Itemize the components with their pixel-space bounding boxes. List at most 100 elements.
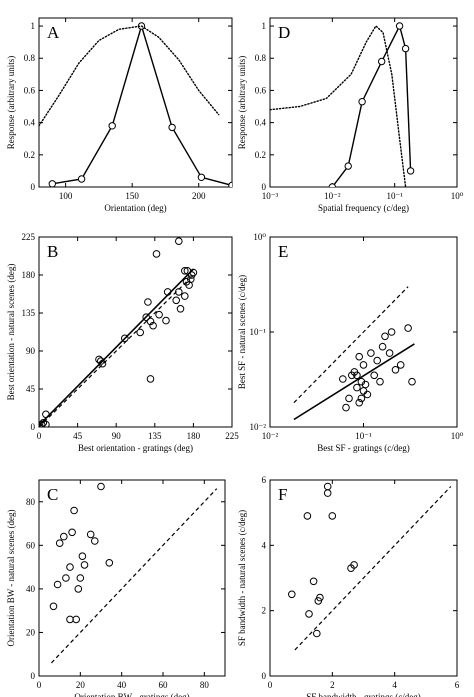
data-point xyxy=(228,181,232,187)
y-tick-label: 10⁻¹ xyxy=(250,327,267,337)
data-point xyxy=(378,57,386,66)
data-point xyxy=(121,334,129,343)
data-point xyxy=(309,577,318,586)
y-tick-label: 0 xyxy=(262,671,267,681)
y-tick-label: 0.4 xyxy=(255,118,267,128)
data-point xyxy=(323,482,332,491)
panel-letter: E xyxy=(278,242,288,261)
y-tick-label: 45 xyxy=(26,384,36,394)
data-point xyxy=(42,410,50,419)
data-point xyxy=(70,506,78,515)
y-tick-label: 60 xyxy=(26,540,36,550)
regression-line xyxy=(39,268,194,426)
panel-letter: C xyxy=(47,485,58,504)
dotted-curve xyxy=(270,24,407,187)
y-tick-label: 135 xyxy=(22,308,36,318)
y-tick-label: 0 xyxy=(31,671,36,681)
panel-b: 0 45 90 135 180 225 0 45 90 135 180 225 Best orienta… xyxy=(6,232,239,453)
y-tick-label: 0 xyxy=(31,182,36,192)
data-point xyxy=(328,512,337,520)
data-point xyxy=(342,403,350,412)
plot-area xyxy=(39,237,198,427)
data-point xyxy=(162,316,170,325)
y-axis-label: Response (arbitrary units) xyxy=(237,56,247,149)
x-tick-label: 10⁻¹ xyxy=(355,431,372,441)
data-point xyxy=(359,361,368,369)
panel-letter: D xyxy=(278,23,290,42)
data-point xyxy=(353,371,361,380)
x-tick-label: 2 xyxy=(330,680,335,690)
data-point xyxy=(72,615,80,624)
y-tick-label: 0.2 xyxy=(255,150,266,160)
x-tick-label: 80 xyxy=(200,680,210,690)
data-point xyxy=(189,268,198,277)
data-point xyxy=(168,123,176,132)
y-axis-label: SF bandwidth - natural scenes (c/deg) xyxy=(237,510,247,646)
y-tick-label: 0 xyxy=(31,422,36,432)
data-point xyxy=(74,585,83,593)
plot-area xyxy=(270,22,415,187)
y-tick-label: 180 xyxy=(22,270,36,280)
data-point xyxy=(345,394,353,403)
data-point xyxy=(381,332,389,341)
y-tick-label: 80 xyxy=(26,497,36,507)
data-point xyxy=(66,563,74,571)
data-point xyxy=(313,629,321,638)
plot-frame xyxy=(269,479,458,677)
y-tick-label: 20 xyxy=(26,627,36,637)
data-point xyxy=(395,22,404,30)
data-point xyxy=(181,267,189,275)
panel-letter: F xyxy=(278,485,287,504)
x-tick-label: 0 xyxy=(268,680,273,690)
data-point xyxy=(95,355,103,364)
data-point xyxy=(404,324,412,332)
data-point xyxy=(323,489,332,497)
x-tick-label: 45 xyxy=(73,431,83,441)
data-point xyxy=(355,398,364,407)
data-point xyxy=(149,321,157,330)
plot-area xyxy=(39,22,232,187)
data-point xyxy=(401,44,410,53)
x-tick-label: 10⁻² xyxy=(262,431,279,441)
data-point xyxy=(175,288,183,296)
data-point xyxy=(316,593,324,602)
x-tick-label: 0 xyxy=(37,680,42,690)
x-tick-label: 40 xyxy=(117,680,127,690)
x-tick-label: 0 xyxy=(37,431,42,441)
data-point xyxy=(76,574,85,582)
data-point xyxy=(152,250,161,258)
data-point xyxy=(391,366,400,374)
data-point xyxy=(62,574,70,582)
data-point xyxy=(197,173,206,182)
unity-line xyxy=(293,286,409,404)
data-point xyxy=(172,296,180,305)
y-tick-label: 225 xyxy=(22,232,36,242)
panel-e: 10⁻² 10⁻¹ 10⁰ 10⁻² 10⁻¹ 10⁰ Best SF - gratings… xyxy=(237,232,464,453)
y-tick-label: 0.6 xyxy=(255,85,267,95)
data-point xyxy=(176,305,185,313)
data-point xyxy=(66,615,74,624)
data-point xyxy=(396,361,405,369)
data-point xyxy=(181,292,189,300)
regression-line xyxy=(293,343,415,421)
data-point xyxy=(358,98,366,106)
x-tick-label: 10⁻² xyxy=(324,191,341,201)
x-tick-label: 4 xyxy=(392,680,397,690)
y-tick-label: 0.8 xyxy=(255,53,267,63)
data-point xyxy=(80,561,89,569)
panel-c: 0 20 40 60 80 0 20 40 60 80 Orientation BW - grati… xyxy=(6,479,226,697)
data-point xyxy=(78,552,87,561)
data-point xyxy=(353,383,361,392)
x-axis-label: Orientation (deg) xyxy=(104,203,166,213)
panel-letter: B xyxy=(47,242,58,261)
data-point xyxy=(406,167,415,175)
data-point xyxy=(339,375,347,383)
panel-f: 0 2 4 6 0 2 4 6 SF bandwidth - gratings (c/deg) S… xyxy=(237,475,460,697)
data-point xyxy=(108,122,116,130)
data-point xyxy=(361,380,370,389)
x-tick-label: 90 xyxy=(112,431,122,441)
data-point xyxy=(98,359,107,368)
data-point xyxy=(142,313,150,322)
data-point xyxy=(363,390,372,399)
